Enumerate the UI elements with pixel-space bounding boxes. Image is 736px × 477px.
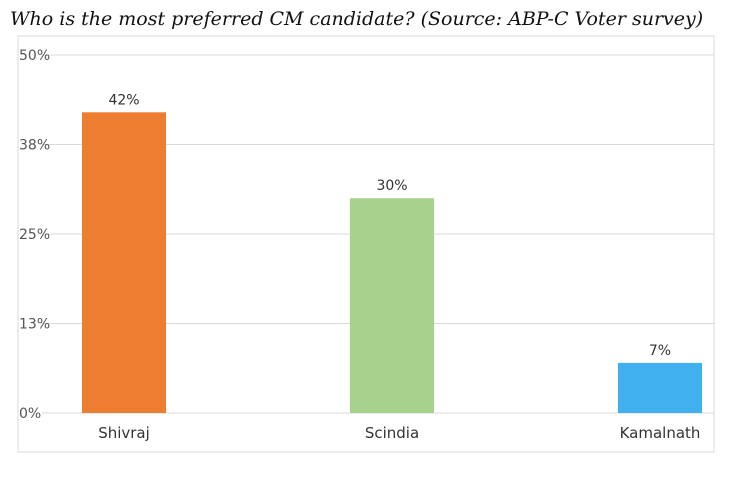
category-label: Kamalnath [620,424,701,442]
bar-scindia [350,198,434,413]
y-tick-label: 0% [19,406,41,422]
data-label: 30% [376,178,407,194]
y-axis-ticks: 0% 13% 25% 38% 50% [19,48,50,422]
bar-kamalnath [618,362,702,413]
y-tick-label: 13% [19,317,50,333]
y-tick-label: 50% [19,48,50,64]
category-labels: Shivraj Scindia Kamalnath [98,424,700,442]
chart-title: Who is the most preferred CM candidate? … [10,8,704,30]
data-label: 42% [108,92,139,108]
bar-shivraj [82,112,166,413]
data-label: 7% [649,343,671,359]
bars [82,112,702,413]
data-labels: 42% 30% 7% [108,92,671,359]
category-label: Shivraj [98,424,150,442]
y-tick-label: 25% [19,227,50,243]
y-tick-label: 38% [19,138,50,154]
category-label: Scindia [365,424,419,442]
